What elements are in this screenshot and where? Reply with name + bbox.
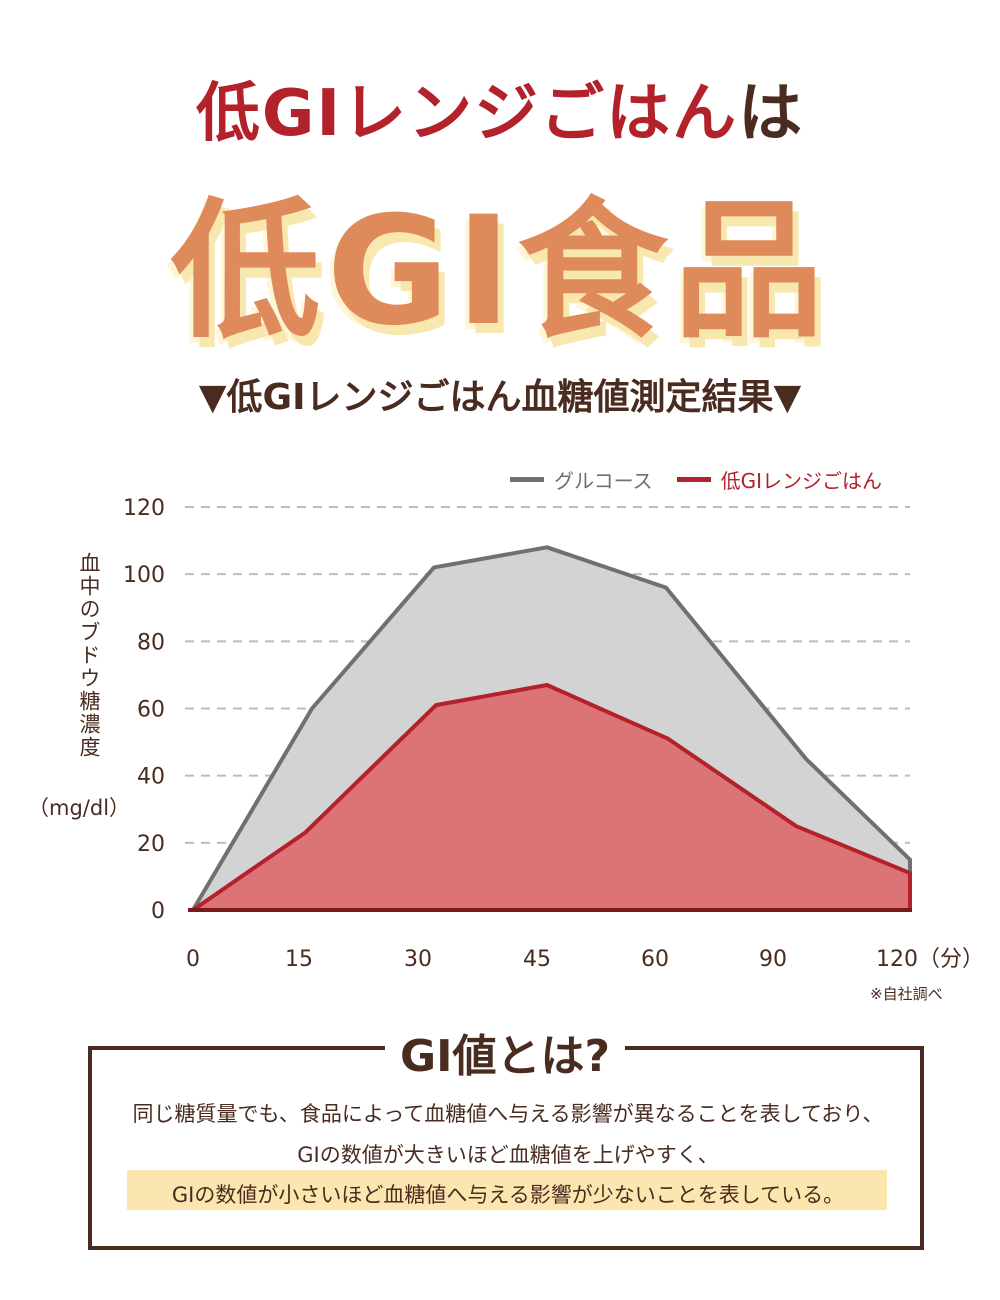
headline-main: 低GI食品 [170, 185, 830, 359]
x-tick-label: 45 [523, 947, 551, 972]
headline-product: 低GIレンジごはん [195, 77, 739, 151]
y-tick-label: 60 [137, 698, 165, 723]
y-tick-label: 100 [123, 563, 165, 588]
gi-text-line-2: GIの数値が大きいほど血糖値を上げやすく、 [297, 1143, 719, 1167]
series-area-1 [193, 684, 910, 910]
headline-particle: は [738, 77, 805, 151]
legend-label-rice: 低GIレンジごはん [720, 469, 883, 493]
x-tick-label: 15 [285, 947, 313, 972]
y-axis-unit: （mg/dl） [28, 796, 131, 820]
x-tick-label: 30 [404, 947, 432, 972]
series-line-0 [191, 545, 912, 912]
y-tick-label: 40 [137, 765, 165, 790]
y-axis-title: 血中のブドウ糖濃度 [77, 552, 101, 759]
y-axis-labels: 0 20 40 60 80 100 120 [123, 496, 165, 924]
section-subtitle: ▼低GIレンジごはん血糖値測定結果▼ [198, 377, 802, 418]
chart-legend: グルコース 低GIレンジごはん [510, 465, 882, 494]
x-axis-labels: 0 15 30 45 60 90 120（分） [186, 947, 984, 972]
blood-glucose-chart: 0 20 40 60 80 100 120 0 15 30 45 60 90 120（分） [123, 496, 984, 972]
headline-top: 低GIレンジごはんは [0, 62, 1000, 154]
series-line-1 [191, 682, 912, 912]
x-tick-label: 0 [186, 947, 200, 972]
gi-box-title: GI値とは? [385, 1020, 625, 1084]
y-tick-label: 0 [151, 899, 165, 924]
legend-swatch-rice [676, 477, 711, 482]
gi-text-line-3: GIの数値が小さいほど血糖値へ与える影響が少ないことを表している。 [171, 1183, 845, 1207]
legend-swatch-glucose [510, 477, 544, 482]
highlight-band [127, 1170, 887, 1210]
series-areas [188, 545, 912, 912]
x-tick-label: 90 [759, 947, 787, 972]
source-note: ※自社調べ [870, 985, 943, 1003]
y-tick-label: 120 [123, 496, 165, 521]
y-tick-label: 80 [137, 630, 165, 655]
x-tick-label: 120（分） [876, 947, 984, 972]
y-tick-label: 20 [137, 832, 165, 857]
legend-label-glucose: グルコース [554, 469, 653, 493]
gi-text-line-1: 同じ糖質量でも、食品によって血糖値へ与える影響が異なることを表しており、 [132, 1102, 884, 1126]
x-tick-label: 60 [641, 947, 669, 972]
